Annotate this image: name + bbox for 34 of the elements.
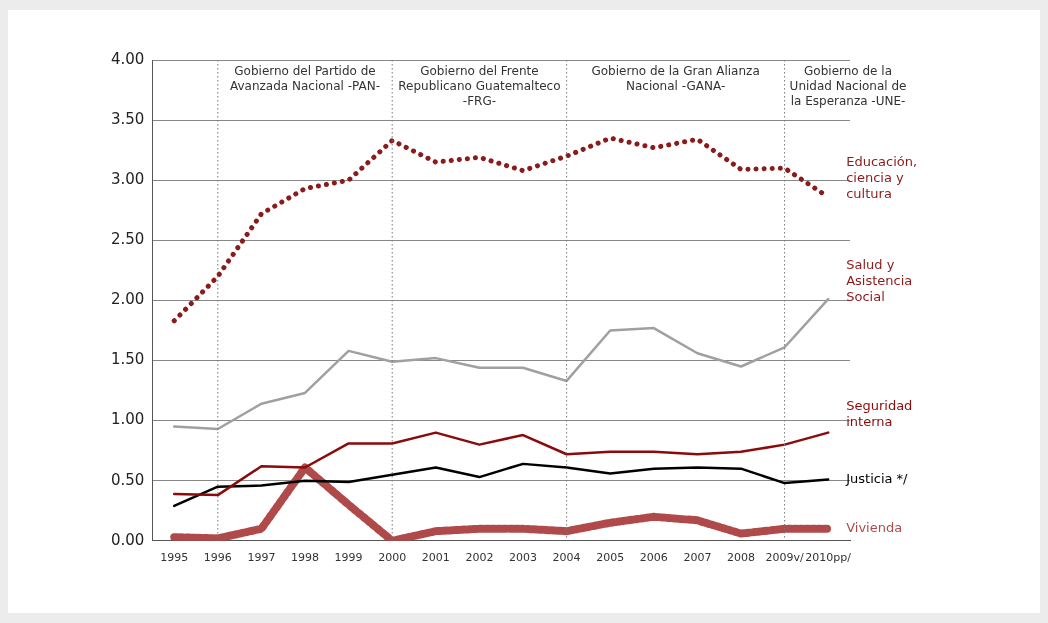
series-label: Salud y Asistencia Social — [846, 256, 913, 304]
x-tick-label: 2003 — [509, 551, 537, 565]
series-label: Justicia */ — [845, 470, 909, 486]
x-tick-label: 2008 — [727, 551, 755, 565]
series-label: Seguridad interna — [846, 397, 913, 429]
x-tick-label: 2006 — [639, 551, 668, 565]
y-tick-label: 0.00 — [110, 530, 145, 549]
ref-line-label: Gobierno del Frente Republicano Guatemalteco -FRG- — [398, 64, 561, 109]
ref-line-label: Gobierno de la Unidad Nacional de la Esperanza -UNE- — [789, 64, 907, 109]
x-tick-label: 1999 — [334, 551, 363, 565]
x-tick-label: 2004 — [552, 551, 581, 565]
series-label: Vivienda — [846, 520, 903, 536]
x-tick-label: 2007 — [683, 551, 712, 565]
x-tick-label: 2005 — [596, 551, 625, 565]
x-tick-label: 2010pp/ — [805, 551, 852, 565]
x-tick-label: 2009v/ — [765, 551, 804, 565]
y-tick-label: 2.50 — [110, 230, 145, 249]
x-tick-label: 1996 — [203, 551, 232, 565]
series-label: Educación, ciencia y cultura — [846, 154, 918, 202]
y-tick-label: 3.50 — [110, 109, 145, 128]
y-tick-label: 3.00 — [110, 170, 145, 189]
x-tick-label: 2000 — [378, 551, 407, 565]
x-tick-label: 2002 — [465, 551, 494, 565]
y-tick-label: 4.00 — [110, 49, 145, 68]
x-tick-label: 1995 — [160, 551, 189, 565]
x-tick-label: 1998 — [291, 551, 319, 565]
ref-line-label: Gobierno de la Gran Alianza Nacional -GANA- — [591, 64, 760, 94]
y-tick-label: 0.50 — [110, 470, 145, 489]
x-tick-label: 2001 — [421, 551, 450, 565]
y-tick-label: 1.00 — [110, 410, 145, 429]
y-tick-label: 1.50 — [110, 350, 145, 369]
y-tick-label: 2.00 — [110, 290, 145, 309]
ref-line-label: Gobierno del Partido de Avanzada Nacional -PAN- — [229, 64, 381, 94]
x-tick-label: 1997 — [247, 551, 276, 565]
